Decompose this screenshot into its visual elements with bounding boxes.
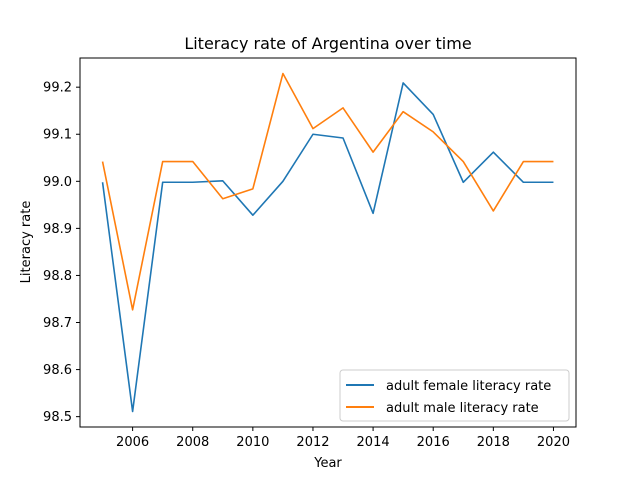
x-tick-label: 2016	[417, 435, 450, 450]
y-tick-label: 98.9	[43, 222, 72, 237]
series-line-male	[101, 72, 554, 311]
y-axis-label: Literacy rate	[19, 201, 34, 284]
y-tick-label: 98.8	[43, 269, 72, 284]
x-tick-label: 2012	[296, 435, 329, 450]
legend-box	[339, 369, 570, 422]
x-tick-label: 2008	[176, 435, 209, 450]
y-tick-label: 98.5	[43, 410, 72, 425]
plot-area-frame	[79, 57, 577, 428]
x-tick-label: 2014	[357, 435, 390, 450]
chart-title: Literacy rate of Argentina over time	[184, 34, 471, 53]
legend: adult female literacy rate adult male li…	[339, 369, 570, 422]
y-tick-label: 98.6	[43, 363, 72, 378]
x-tick-label: 2006	[116, 435, 149, 450]
y-tick-label: 99.1	[43, 128, 72, 143]
x-tick-label: 2010	[236, 435, 269, 450]
y-tick-label: 98.7	[43, 316, 72, 331]
series-line-female	[101, 82, 554, 413]
legend-label-female: adult female literacy rate	[386, 379, 551, 394]
legend-label-male: adult male literacy rate	[386, 401, 539, 416]
x-axis-label: Year	[313, 456, 342, 471]
y-tick-label: 99.2	[43, 81, 72, 96]
y-tick-label: 99.0	[43, 175, 72, 190]
x-tick-label: 2018	[477, 435, 510, 450]
x-tick-label: 2020	[537, 435, 570, 450]
